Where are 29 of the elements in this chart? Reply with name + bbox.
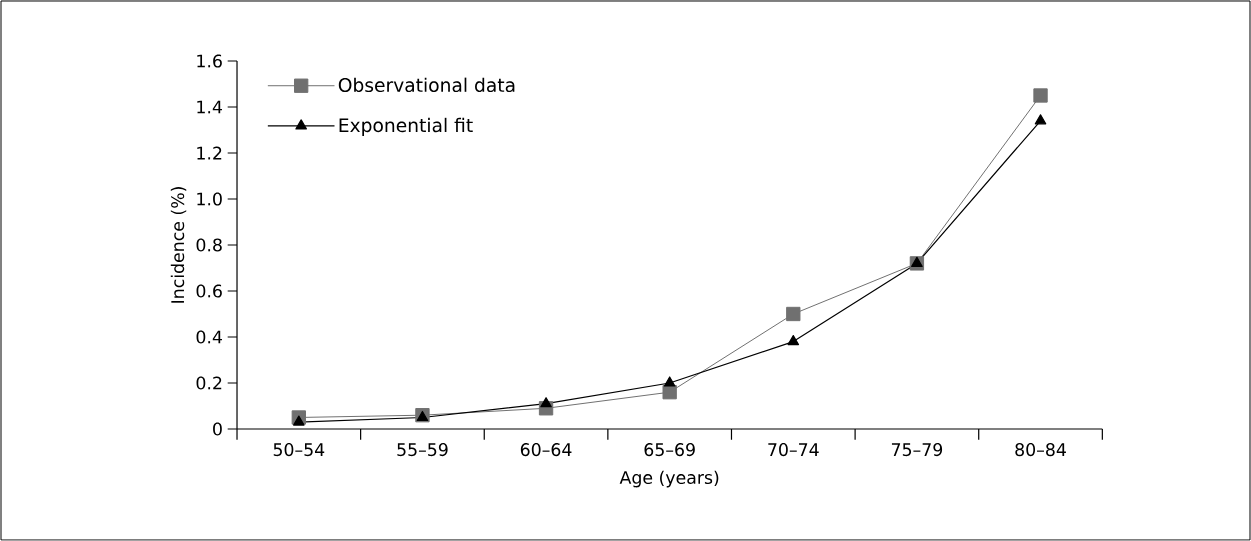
y-tick-label: 0.6	[196, 284, 222, 298]
y-tick-label: 1.6	[197, 54, 222, 68]
point	[1033, 88, 1048, 103]
legend-label: Observational data	[338, 77, 515, 93]
y-tick-label: 1.4	[197, 100, 222, 114]
y-tick-label: 1.2	[197, 146, 222, 160]
y-tick-label: 0.4	[196, 330, 222, 344]
x-tick-label: 65–69	[644, 443, 695, 457]
y-tick-label: 1.0	[197, 192, 222, 206]
legend-label: Exponential fit	[339, 117, 473, 136]
x-tick-label: 70–74	[768, 443, 819, 457]
y-tick-label: 0.8	[196, 238, 222, 252]
x-tick-label: 80–84	[1015, 443, 1066, 457]
y-axis-title: Incidence (%)	[170, 187, 187, 303]
x-tick-label: 50–54	[273, 443, 325, 457]
x-tick-label: 60–64	[520, 443, 572, 457]
point	[1034, 114, 1047, 125]
point	[787, 334, 800, 346]
point	[786, 306, 801, 322]
x-axis-title: Age (years)	[619, 470, 719, 488]
y-tick-label: 0	[213, 422, 222, 436]
point	[540, 397, 552, 408]
point	[293, 415, 305, 426]
point	[911, 256, 923, 267]
point	[663, 376, 676, 387]
point	[662, 385, 677, 400]
x-tick-label: 75–79	[891, 443, 943, 457]
y-tick-label: 0.2	[196, 376, 222, 390]
x-tick-label: 55–59	[397, 443, 448, 457]
